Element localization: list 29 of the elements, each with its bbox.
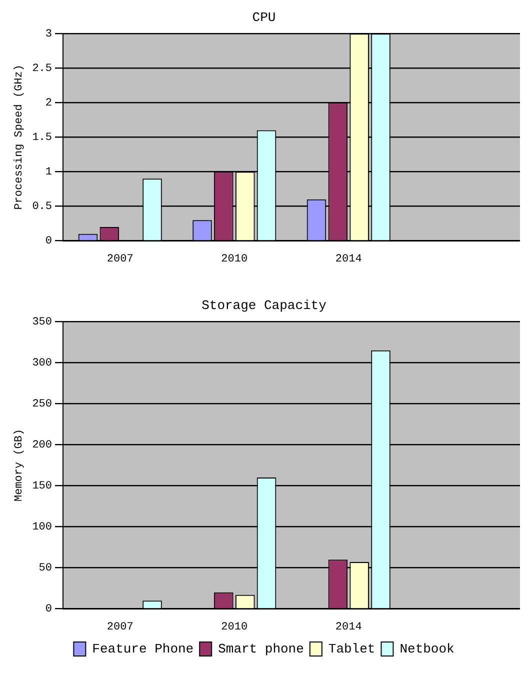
chart-title: Storage Capacity [202, 298, 327, 314]
y-tick-label: 350 [32, 316, 52, 329]
y-tick-label: 2 [45, 98, 52, 110]
y-tick-label: 0 [45, 604, 52, 616]
x-tick-label: 2010 [221, 253, 248, 266]
y-tick-label: 0 [45, 236, 52, 248]
y-tick-label: 1 [45, 166, 52, 179]
y-axis-title: Memory (GB) [14, 428, 26, 502]
y-axis-title: Processing Speed (GHz) [14, 64, 26, 210]
legend-label: Smart phone [218, 641, 304, 656]
x-tick-label: 2007 [106, 621, 134, 634]
legend-label: Tablet [328, 641, 376, 656]
y-tick-label: 250 [32, 398, 52, 411]
chart-title: CPU [252, 10, 276, 26]
y-tick-label: 200 [32, 440, 52, 452]
x-tick-label: 2014 [335, 621, 362, 634]
y-tick-label: 100 [32, 522, 52, 534]
y-tick-label: 150 [32, 480, 52, 493]
x-tick-label: 2010 [221, 621, 248, 634]
y-tick-label: 50 [38, 562, 52, 575]
y-tick-label: 0.5 [32, 201, 52, 214]
y-tick-label: 2.5 [32, 63, 52, 76]
x-tick-label: 2007 [106, 253, 134, 266]
legend-label: Netbook [400, 641, 455, 656]
legend-label: Feature Phone [92, 641, 194, 656]
x-tick-label: 2014 [335, 253, 362, 266]
y-tick-label: 3 [45, 28, 52, 41]
y-tick-label: 1.5 [32, 132, 52, 144]
y-tick-label: 300 [32, 358, 52, 370]
